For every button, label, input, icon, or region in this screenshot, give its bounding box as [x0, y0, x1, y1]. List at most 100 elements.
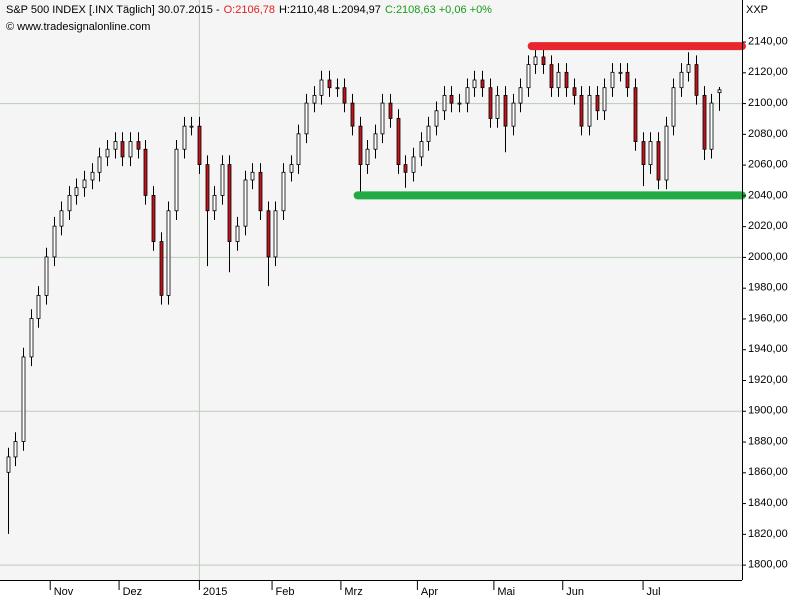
candle-body [579, 94, 584, 127]
candle-body [289, 164, 294, 173]
candle-body [312, 94, 317, 104]
header: S&P 500 INDEX [.INX Täglich] 30.07.2015 … [6, 4, 492, 16]
candle-body [342, 87, 347, 104]
candle-body [472, 79, 477, 89]
candle-body [564, 71, 569, 89]
candle-body [656, 141, 661, 181]
x-tick-label: Mrz [344, 586, 362, 598]
candle-body [442, 94, 447, 112]
candle-body [243, 179, 248, 227]
candle-body [526, 64, 531, 89]
candle-body [52, 225, 57, 258]
candle-body [511, 102, 516, 127]
candle-body [151, 194, 156, 242]
candle-body [549, 64, 554, 89]
candle-body [380, 102, 385, 135]
candle-body [702, 94, 707, 150]
candle-body [664, 125, 669, 181]
candle-body [59, 210, 64, 227]
x-tick-label: Dez [123, 586, 143, 598]
y-tick-label: 1960,00 [748, 312, 788, 324]
header-part: S&P 500 INDEX [.INX Täglich] 30.07.2015 … [6, 4, 220, 16]
candle-body [618, 71, 623, 74]
candle-body [350, 102, 355, 127]
candle-body [136, 141, 141, 150]
y-tick-label: 2080,00 [748, 128, 788, 140]
candle-body [533, 56, 538, 66]
header-part: C:2108,63 +0,06 +0% [385, 4, 492, 16]
candle-body [113, 141, 118, 150]
candle-body [166, 210, 171, 296]
candle-body [365, 148, 370, 166]
candle-body [36, 294, 41, 319]
candle-body [625, 71, 630, 89]
y-tick-label: 2020,00 [748, 220, 788, 232]
y-tick-label: 1900,00 [748, 405, 788, 417]
y-tick-label: 1980,00 [748, 282, 788, 294]
candle-body [465, 87, 470, 104]
candle-body [495, 94, 500, 119]
candle-body [205, 164, 210, 212]
source: © www.tradesignalonline.com [6, 21, 150, 33]
candle-body [90, 171, 95, 181]
y-tick-label: 2040,00 [748, 189, 788, 201]
candle-body [319, 79, 324, 96]
candle-body [434, 110, 439, 127]
candle-body [694, 64, 699, 96]
candle-body [587, 94, 592, 127]
candle-body [273, 210, 278, 258]
candle-body [296, 133, 301, 166]
x-tick-label: Nov [54, 586, 74, 598]
candle-body [143, 148, 148, 196]
candle-body [488, 87, 493, 119]
candle-body [335, 87, 340, 90]
candle-body [174, 148, 179, 212]
candle-body [503, 94, 508, 127]
candle-body [29, 318, 34, 358]
header-part: O:2106,78 [224, 4, 275, 16]
symbol: XXP [746, 4, 768, 16]
candle-body [717, 89, 722, 94]
y-tick-label: 1820,00 [748, 528, 788, 540]
candle-body [128, 141, 133, 158]
candle-body [197, 125, 202, 166]
y-tick-label: 1860,00 [748, 466, 788, 478]
y-tick-label: 2120,00 [748, 66, 788, 78]
candle-body [227, 164, 232, 242]
candle-body [258, 171, 263, 212]
candle-body [426, 125, 431, 142]
candle-body [709, 102, 714, 150]
y-tick-label: 1880,00 [748, 435, 788, 447]
x-tick-label: Jun [566, 586, 584, 598]
candle-body [602, 87, 607, 112]
x-tick-label: Apr [421, 586, 438, 598]
candle-body [235, 225, 240, 242]
candle-body [633, 87, 638, 142]
candle-body [44, 256, 49, 296]
plot-area [0, 0, 742, 580]
header-part: H:2110,48 L:2094,97 [279, 4, 381, 16]
candle-body [411, 156, 416, 173]
candle-body [419, 141, 424, 158]
candle-body [212, 194, 217, 212]
candle-body [13, 441, 18, 458]
candle-body [82, 179, 87, 189]
candle-body [373, 133, 378, 150]
candle-body [120, 141, 125, 158]
x-tick-label: Feb [276, 586, 295, 598]
y-tick-label: 1920,00 [748, 374, 788, 386]
candle-body [648, 141, 653, 166]
candle-body [679, 71, 684, 89]
y-tick-label: 1940,00 [748, 343, 788, 355]
overlay [353, 42, 746, 200]
candle-body [556, 71, 561, 89]
candle-body [220, 164, 225, 196]
candle-body [159, 241, 164, 296]
candle-body [6, 456, 11, 473]
candle-body [671, 87, 676, 127]
x-tick-label: Jul [647, 586, 661, 598]
candle-body [610, 71, 615, 89]
candle-body [541, 56, 546, 66]
x-tick-label: Mai [497, 586, 515, 598]
